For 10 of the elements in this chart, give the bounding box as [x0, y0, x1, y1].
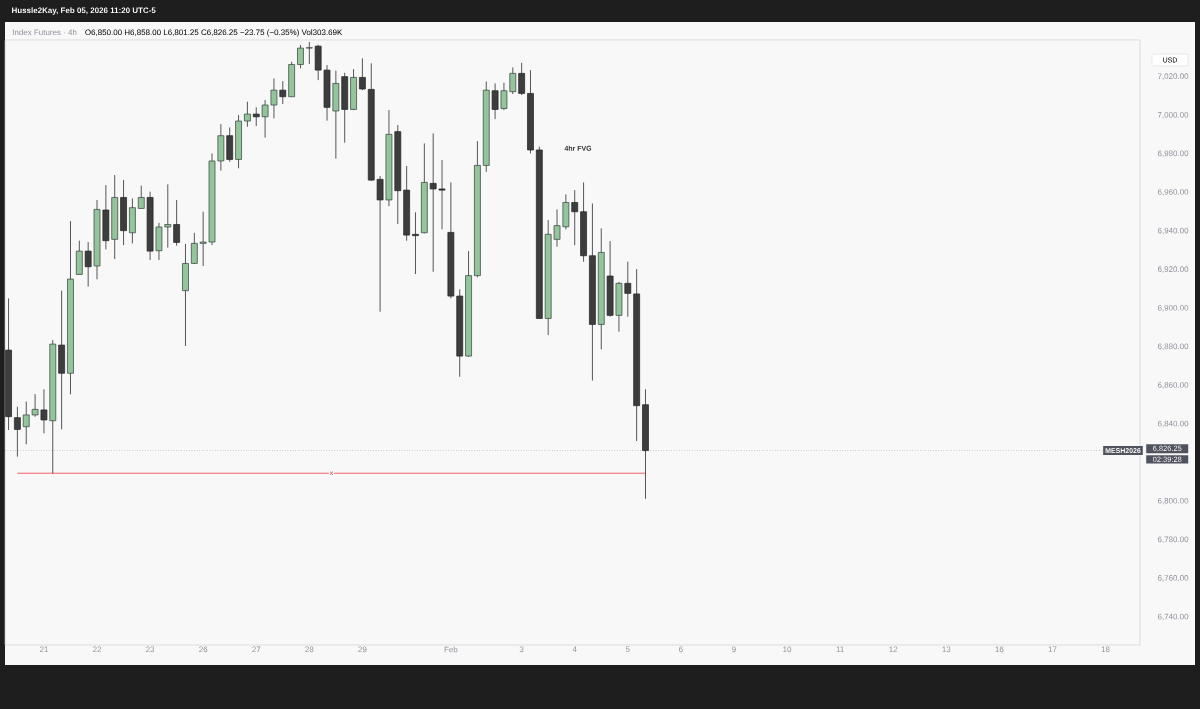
candlestick	[244, 101, 251, 128]
candlestick	[412, 211, 419, 275]
candlestick	[305, 41, 313, 65]
candlestick	[190, 232, 198, 265]
candlestick	[14, 406, 21, 458]
candlestick	[173, 199, 180, 247]
candlestick	[297, 44, 304, 69]
candlestick	[359, 57, 366, 91]
candlestick	[518, 62, 525, 96]
candlestick	[75, 240, 83, 275]
